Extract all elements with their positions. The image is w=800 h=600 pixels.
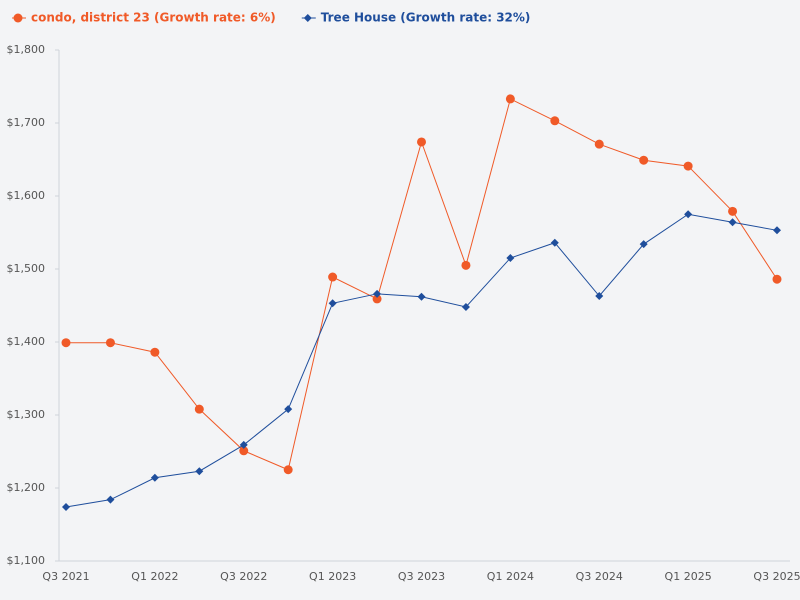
y-tick-label: $1,100	[7, 554, 46, 567]
data-point	[505, 94, 515, 104]
data-point	[61, 338, 71, 348]
data-point	[105, 338, 115, 348]
data-point	[683, 161, 693, 171]
data-point	[284, 405, 293, 414]
data-point	[417, 292, 426, 301]
y-tick-label: $1,200	[7, 481, 46, 494]
data-point	[372, 294, 382, 304]
data-point	[106, 495, 115, 504]
data-point	[150, 473, 159, 482]
data-point	[461, 260, 471, 270]
data-point	[595, 292, 604, 301]
data-point	[417, 137, 426, 147]
x-tick-label: Q3 2024	[576, 570, 623, 583]
data-point	[328, 272, 338, 282]
y-tick-label: $1,700	[7, 116, 46, 129]
data-point	[639, 240, 648, 249]
data-point	[728, 206, 738, 216]
x-tick-label: Q1 2024	[487, 570, 534, 583]
x-tick-label: Q3 2021	[42, 570, 89, 583]
data-point	[373, 289, 382, 298]
data-point	[506, 254, 515, 263]
data-point	[239, 446, 249, 456]
series-line	[65, 213, 778, 508]
x-tick-label: Q1 2025	[665, 570, 712, 583]
series-line	[66, 98, 778, 471]
y-tick-label: $1,800	[7, 43, 46, 56]
legend-marker	[13, 13, 23, 23]
x-tick-label: Q3 2023	[398, 570, 445, 583]
data-point	[639, 155, 649, 165]
data-point	[239, 440, 248, 449]
x-tick-label: Q3 2025	[753, 570, 800, 583]
data-point	[550, 116, 560, 126]
legend-text: Tree House (Growth rate: 32%)	[321, 11, 531, 25]
data-point	[194, 404, 204, 414]
legend-text: condo, district 23 (Growth rate: 6%)	[31, 11, 276, 25]
legend-marker	[303, 14, 312, 22]
x-tick-label: Q3 2022	[220, 570, 267, 583]
data-point	[550, 238, 559, 247]
data-point	[328, 299, 337, 308]
data-point	[772, 274, 782, 284]
y-tick-label: $1,600	[7, 189, 46, 202]
y-tick-label: $1,500	[7, 262, 46, 275]
data-point	[62, 502, 70, 511]
x-tick-label: Q1 2023	[309, 570, 356, 583]
y-tick-label: $1,300	[7, 408, 46, 421]
data-point	[461, 302, 470, 311]
data-point	[594, 139, 604, 149]
data-point	[283, 465, 293, 475]
x-tick-label: Q1 2022	[131, 570, 178, 583]
data-point	[728, 218, 737, 227]
data-point	[150, 347, 160, 357]
data-point	[773, 226, 781, 235]
data-point	[195, 467, 204, 476]
y-tick-label: $1,400	[7, 335, 46, 348]
data-point	[684, 210, 693, 219]
